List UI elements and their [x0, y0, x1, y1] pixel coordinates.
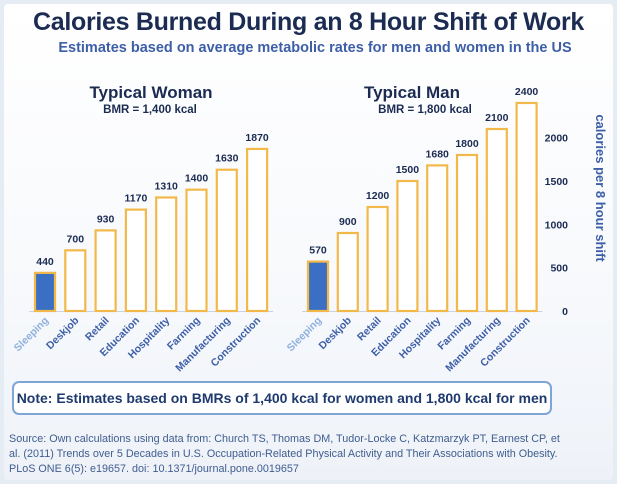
bar-man-manufacturing	[485, 127, 508, 313]
bar-woman-manufacturing	[215, 168, 238, 313]
panel-title-man: Typical Man	[364, 83, 460, 102]
value-label-man-education: 1500	[396, 164, 420, 176]
value-label-man-sleeping: 570	[309, 245, 327, 257]
ytick-label-2000: 2000	[545, 133, 569, 145]
bar-woman-deskjob	[64, 249, 87, 313]
category-label-woman-retail: Retail	[83, 315, 112, 344]
value-label-woman-retail: 930	[97, 213, 115, 225]
value-label-woman-manufacturing: 1630	[215, 153, 239, 165]
bar-woman-sleeping	[33, 271, 57, 313]
bar-man-education	[396, 179, 419, 313]
category-label-man-sleeping: Sleeping	[285, 315, 324, 354]
source-citation: Source: Own calculations using data from…	[9, 433, 560, 475]
panel-title-woman: Typical Woman	[89, 83, 212, 102]
bar-woman-retail	[94, 229, 117, 313]
bar-man-deskjob	[336, 231, 359, 313]
value-label-man-manufacturing: 2100	[485, 112, 509, 124]
value-label-woman-hospitality: 1310	[155, 180, 179, 192]
value-label-woman-education: 1170	[125, 193, 148, 205]
panel-subtitle-woman: BMR = 1,400 kcal	[103, 104, 197, 116]
category-label-woman-deskjob: Deskjob	[44, 315, 81, 352]
bar-man-farming	[455, 153, 479, 313]
value-label-woman-construction: 1870	[245, 132, 269, 144]
value-label-woman-farming: 1400	[185, 173, 209, 185]
bar-woman-farming	[185, 188, 208, 313]
category-label-man-deskjob: Deskjob	[317, 315, 354, 352]
value-label-woman-sleeping: 440	[36, 256, 54, 268]
y-axis-label: calories per 8 hour shift	[593, 114, 608, 262]
ytick-label-1000: 1000	[545, 219, 569, 231]
bar-man-retail	[366, 205, 389, 313]
page-title: Calories Burned During an 8 Hour Shift o…	[32, 8, 585, 36]
value-label-woman-deskjob: 700	[67, 233, 85, 245]
calories-chart: Typical Woman BMR = 1,400 kcal 440 Sleeping…	[12, 83, 608, 374]
ytick-label-0: 0	[562, 306, 568, 318]
value-label-man-construction: 2400	[515, 86, 539, 98]
note-box: Note: Estimates based on BMRs of 1,400 k…	[12, 381, 552, 415]
bar-woman-hospitality	[155, 196, 178, 313]
panel-subtitle-man: BMR = 1,800 kcal	[378, 104, 472, 116]
bar-man-sleeping	[306, 260, 330, 313]
page-subtitle: Estimates based on average metabolic rat…	[58, 40, 572, 56]
ytick-label-500: 500	[550, 263, 568, 275]
value-label-man-farming: 1800	[455, 138, 479, 150]
value-label-man-retail: 1200	[366, 190, 390, 202]
value-label-man-deskjob: 900	[339, 216, 357, 228]
value-label-man-hospitality: 1680	[426, 148, 450, 160]
bar-woman-construction	[246, 147, 269, 313]
bar-woman-education	[124, 208, 148, 313]
ytick-label-1500: 1500	[545, 176, 569, 188]
category-label-woman-sleeping: Sleeping	[12, 315, 51, 354]
bar-man-construction	[515, 101, 538, 313]
bar-man-hospitality	[426, 164, 449, 313]
